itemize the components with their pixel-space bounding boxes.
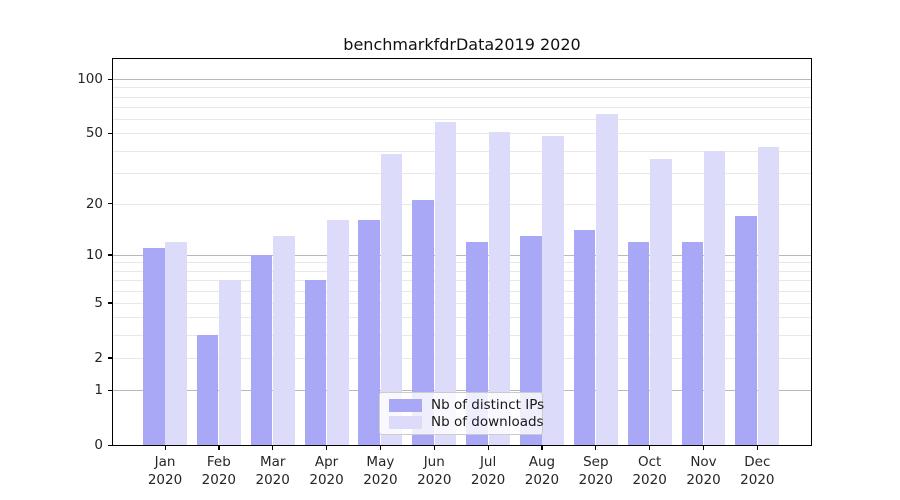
bar-nb-of-downloads-may <box>380 154 403 446</box>
y-gridline-minor-7 <box>113 280 811 282</box>
y-gridline-major-10 <box>113 254 811 256</box>
bar-nb-of-downloads-jan <box>165 241 187 446</box>
bar-nb-of-downloads-mar <box>273 235 295 446</box>
x-tick-may <box>379 445 382 450</box>
x-tick-label-feb: Feb 2020 <box>201 454 237 488</box>
legend-swatch-distinct-ips <box>389 398 422 412</box>
bar-nb-of-distinct-ips-apr <box>304 280 327 446</box>
y-gridline-minor-40 <box>113 150 811 152</box>
y-gridline-minor-70 <box>113 106 811 108</box>
bar-nb-of-downloads-feb <box>219 280 241 446</box>
y-tick-label-10: 10 <box>85 246 103 263</box>
x-tick-apr <box>326 445 328 450</box>
y-tick-10 <box>108 254 113 256</box>
legend-swatch-downloads <box>389 415 422 429</box>
y-gridline-minor-60 <box>113 119 811 120</box>
x-tick-label-sep: Sep 2020 <box>578 454 613 488</box>
x-tick-oct <box>649 445 651 450</box>
bar-nb-of-downloads-jul <box>488 131 511 446</box>
y-tick-label-100: 100 <box>77 71 103 88</box>
legend-label-downloads: Nb of downloads <box>431 414 544 430</box>
y-gridline-minor-4 <box>113 317 811 319</box>
legend: Nb of distinct IPs Nb of downloads <box>379 392 544 435</box>
x-tick-jun <box>433 445 435 450</box>
y-gridline-major-1 <box>113 390 811 392</box>
y-gridline-minor-8 <box>113 270 811 272</box>
bar-nb-of-downloads-aug <box>542 136 564 446</box>
x-tick-label-nov: Nov 2020 <box>686 454 721 488</box>
x-tick-dec <box>756 445 759 450</box>
bar-nb-of-distinct-ips-may <box>358 220 380 446</box>
y-gridline-minor-80 <box>113 96 811 98</box>
y-tick-label-50: 50 <box>85 125 103 142</box>
bar-nb-of-downloads-dec <box>757 146 780 446</box>
y-tick-label-5: 5 <box>94 294 103 311</box>
x-tick-aug <box>541 445 543 450</box>
bar-nb-of-distinct-ips-jun <box>412 199 434 446</box>
bar-nb-of-downloads-oct <box>650 158 672 446</box>
y-tick-1 <box>108 389 113 391</box>
x-tick-jul <box>487 445 489 450</box>
bar-nb-of-distinct-ips-nov <box>681 241 704 446</box>
y-tick-0 <box>108 444 113 446</box>
y-tick-label-20: 20 <box>85 195 103 212</box>
legend-label-distinct-ips: Nb of distinct IPs <box>431 397 545 413</box>
bar-nb-of-distinct-ips-mar <box>250 254 273 446</box>
y-tick-5 <box>108 302 113 304</box>
plot-area: Nb of distinct IPs Nb of downloads <box>112 58 812 446</box>
y-tick-2 <box>108 357 113 359</box>
bar-nb-of-downloads-sep <box>596 113 618 446</box>
bar-nb-of-downloads-jun <box>434 121 457 446</box>
bar-nb-of-distinct-ips-sep <box>573 230 596 446</box>
y-gridline-minor-20 <box>113 203 811 205</box>
x-tick-label-oct: Oct 2020 <box>632 454 667 488</box>
x-tick-label-aug: Aug 2020 <box>524 454 560 488</box>
x-tick-nov <box>703 445 705 450</box>
y-tick-label-0: 0 <box>94 437 103 453</box>
bar-nb-of-downloads-apr <box>326 220 349 446</box>
legend-item-downloads: Nb of downloads <box>389 414 544 430</box>
y-tick-20 <box>108 203 113 205</box>
x-tick-jan <box>164 445 166 450</box>
x-tick-mar <box>272 445 274 450</box>
y-gridline-major-100 <box>113 79 811 81</box>
y-gridline-minor-30 <box>113 172 811 174</box>
legend-item-distinct-ips: Nb of distinct IPs <box>389 397 544 413</box>
bar-nb-of-distinct-ips-dec <box>735 215 757 446</box>
x-tick-label-dec: Dec 2020 <box>740 454 775 488</box>
y-tick-label-1: 1 <box>94 382 103 399</box>
bar-nb-of-distinct-ips-feb <box>196 335 219 446</box>
y-gridline-minor-6 <box>113 290 811 292</box>
bar-nb-of-distinct-ips-oct <box>627 241 650 446</box>
y-gridline-minor-3 <box>113 335 811 337</box>
y-tick-100 <box>108 78 113 80</box>
y-gridline-minor-90 <box>113 87 811 89</box>
y-gridline-minor-9 <box>113 262 811 264</box>
chart-title: benchmarkfdrData2019 2020 <box>343 35 581 54</box>
x-tick-label-apr: Apr 2020 <box>309 454 344 488</box>
y-gridline-minor-2 <box>113 357 811 359</box>
y-tick-label-2: 2 <box>94 349 103 366</box>
y-gridline-minor-5 <box>113 302 811 304</box>
bar-nb-of-downloads-nov <box>703 150 726 446</box>
bar-nb-of-distinct-ips-jan <box>143 247 165 446</box>
y-tick-50 <box>108 132 113 134</box>
x-tick-feb <box>218 445 220 450</box>
y-gridline-minor-50 <box>113 133 811 135</box>
x-tick-label-may: May 2020 <box>363 454 398 488</box>
x-tick-sep <box>595 445 597 450</box>
x-tick-label-jul: Jul 2020 <box>470 454 506 488</box>
x-tick-label-jun: Jun 2020 <box>417 454 452 488</box>
x-tick-label-mar: Mar 2020 <box>255 454 290 488</box>
x-tick-label-jan: Jan 2020 <box>147 454 183 488</box>
